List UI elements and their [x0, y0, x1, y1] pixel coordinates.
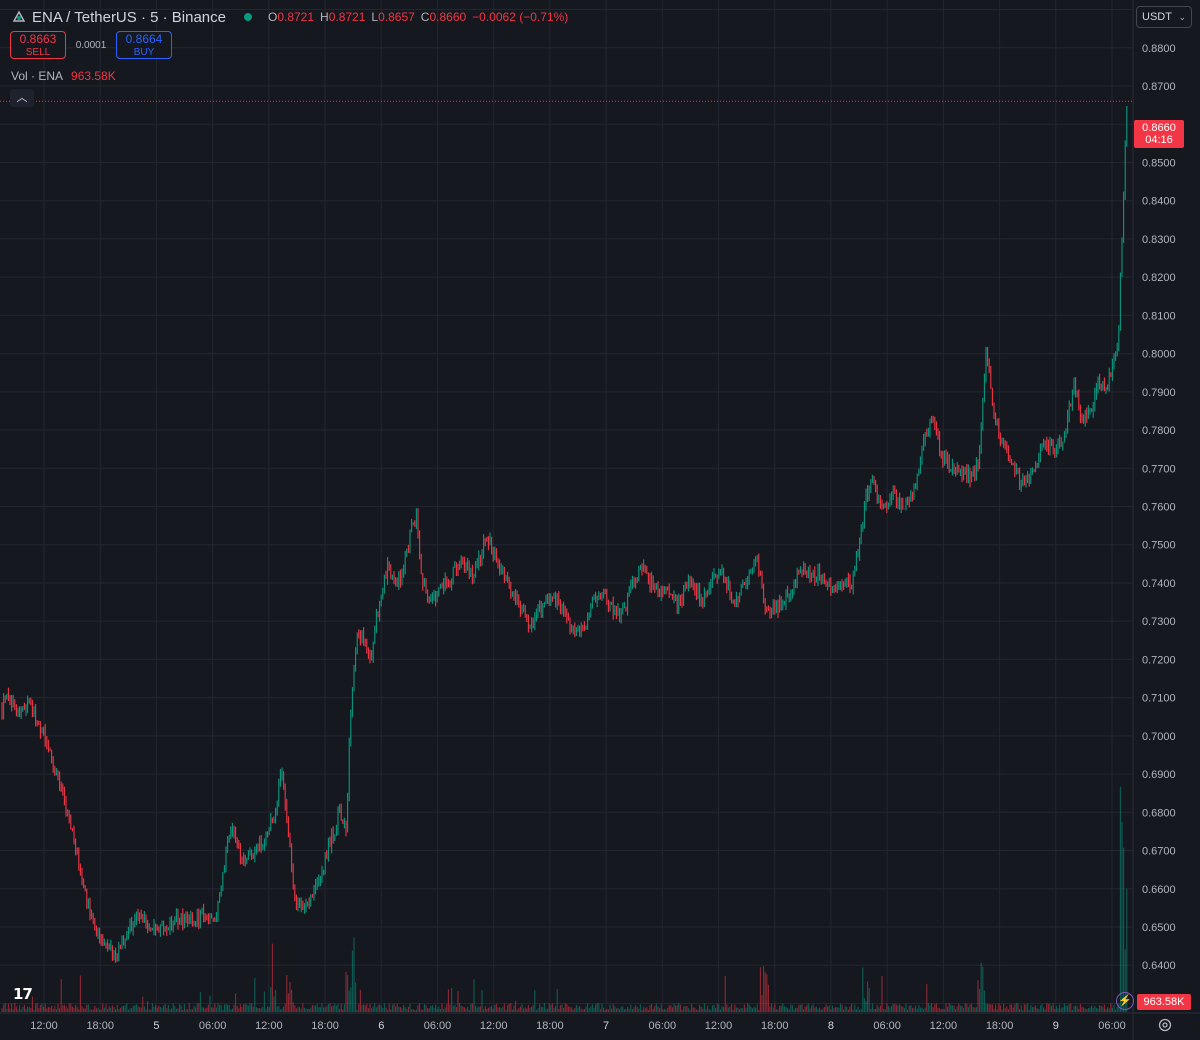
price-axis-label: 0.6400: [1142, 960, 1176, 972]
price-axis-label: 0.8100: [1142, 310, 1176, 322]
time-axis-label: 12:00: [30, 1020, 58, 1032]
collapse-legend-button[interactable]: ︿: [10, 89, 34, 107]
price-axis-label: 0.8200: [1142, 272, 1176, 284]
sell-button[interactable]: 0.8663 SELL: [10, 31, 66, 59]
volume-value-tag: 963.58K: [1137, 994, 1191, 1010]
buy-button[interactable]: 0.8664 BUY: [116, 31, 172, 59]
volume-legend-label: Vol · ENA: [11, 69, 64, 83]
time-axis-label: 5: [153, 1020, 159, 1032]
time-axis-label: 12:00: [480, 1020, 508, 1032]
time-axis-label: 6: [378, 1020, 384, 1032]
price-axis-label: 0.8700: [1142, 81, 1176, 93]
volume-series: [1, 786, 1128, 1012]
price-axis-label: 0.7600: [1142, 502, 1176, 514]
last-price-value: 0.8660: [1142, 122, 1176, 134]
ohlc-key-close: C: [420, 10, 430, 24]
currency-label: USDT: [1142, 11, 1172, 23]
time-axis-label: 06:00: [199, 1020, 227, 1032]
price-axis-label: 0.7300: [1142, 616, 1176, 628]
price-axis-label: 0.7200: [1142, 654, 1176, 666]
ohlc-key-low: L: [371, 10, 379, 24]
time-axis-label: 06:00: [1098, 1020, 1126, 1032]
price-axis-label: 0.7400: [1142, 578, 1176, 590]
price-axis-label: 0.8500: [1142, 157, 1176, 169]
time-axis-label: 06:00: [424, 1020, 452, 1032]
time-axis-label: 12:00: [705, 1020, 733, 1032]
buy-label: BUY: [133, 47, 155, 58]
time-axis-label: 9: [1053, 1020, 1059, 1032]
trade-panel: 0.8663 SELL 0.0001 0.8664 BUY: [10, 31, 172, 59]
ohlc-key-high: H: [320, 10, 329, 24]
price-axis-label: 0.7100: [1142, 693, 1176, 705]
volume-legend[interactable]: Vol · ENA 963.58K: [11, 69, 116, 83]
sell-label: SELL: [25, 47, 51, 58]
time-axis-label: 06:00: [649, 1020, 677, 1032]
price-axis-label: 0.7800: [1142, 425, 1176, 437]
symbol-title[interactable]: ENA / TetherUS · 5 · Binance: [32, 8, 226, 26]
price-axis-label: 0.6800: [1142, 807, 1176, 819]
price-axis-label: 0.8400: [1142, 196, 1176, 208]
ohlc-open: 0.8721: [277, 10, 315, 24]
symbol-logo-icon: [12, 10, 26, 22]
sell-price: 0.8663: [19, 32, 57, 46]
ohlc-low: 0.8657: [378, 10, 415, 24]
market-status-dot: [243, 13, 252, 21]
bolt-icon[interactable]: ⚡: [1116, 992, 1134, 1010]
time-axis-label: 18:00: [761, 1020, 789, 1032]
time-axis-label: 18:00: [86, 1020, 114, 1032]
time-axis-label: 18:00: [536, 1020, 564, 1032]
price-axis-label: 0.6600: [1142, 884, 1176, 896]
bar-countdown: 04:16: [1145, 134, 1173, 146]
ohlc-high: 0.8721: [328, 10, 366, 24]
currency-selector[interactable]: USDT ⌄: [1136, 6, 1192, 28]
ohlc-change: −0.0062 (−0.71%): [472, 10, 569, 24]
price-axis-label: 0.7500: [1142, 540, 1176, 552]
price-axis-label: 0.7900: [1142, 387, 1176, 399]
price-axis-label: 0.6700: [1142, 846, 1176, 858]
tradingview-logo-icon[interactable]: 17: [13, 985, 33, 1003]
time-axis-label: 8: [828, 1020, 834, 1032]
price-axis-label: 0.6900: [1142, 769, 1176, 781]
price-axis-label: 0.8800: [1142, 43, 1176, 55]
ohlc-legend: O0.8721 H0.8721 L0.8657 C0.8660 −0.0062 …: [268, 10, 568, 24]
volume-legend-value: 963.58K: [71, 69, 116, 83]
price-axis-label: 0.8000: [1142, 349, 1176, 361]
time-axis-label: 7: [603, 1020, 609, 1032]
ohlc-close: 0.8660: [429, 10, 467, 24]
settings-gear-icon[interactable]: [1157, 1017, 1173, 1033]
price-axis-label: 0.7000: [1142, 731, 1176, 743]
ohlc-key-open: O: [267, 10, 278, 24]
collapse-chevron-icon: ︿: [16, 92, 28, 104]
spread-value: 0.0001: [75, 39, 107, 51]
buy-price: 0.8664: [125, 32, 163, 46]
price-axis-label: 0.6500: [1142, 922, 1176, 934]
last-price-tag: 0.8660 04:16: [1134, 120, 1184, 148]
time-axis-label: 18:00: [986, 1020, 1014, 1032]
time-axis-label: 18:00: [311, 1020, 339, 1032]
symbol-header: ENA / TetherUS · 5 · Binance O0.8721 H0.…: [12, 6, 568, 28]
price-axis-label: 0.8300: [1142, 234, 1176, 246]
time-axis-label: 06:00: [873, 1020, 901, 1032]
chevron-down-icon: ⌄: [1178, 12, 1186, 22]
time-axis-label: 12:00: [255, 1020, 283, 1032]
candles-series: [1, 105, 1128, 963]
price-axis-label: 0.7700: [1142, 463, 1176, 475]
time-axis-label: 12:00: [930, 1020, 958, 1032]
